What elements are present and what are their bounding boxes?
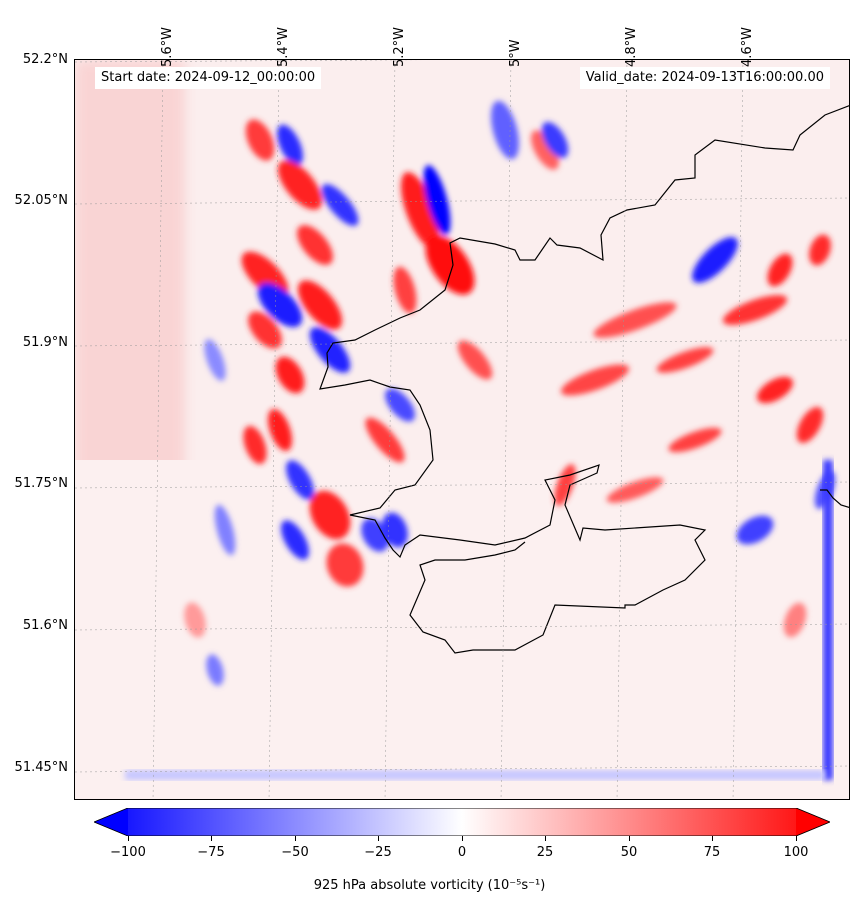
colorbar-tick: −25 (364, 845, 392, 860)
colorbar-tick: 25 (536, 845, 554, 860)
vorticity-streaks (184, 100, 836, 686)
colorbar (94, 808, 830, 836)
colorbar-label: 925 hPa absolute vorticity (10⁻⁵s⁻¹) (313, 878, 546, 893)
colorbar-tick: −100 (110, 845, 146, 860)
lat-label: 51.9°N (22, 335, 68, 350)
vorticity-map (74, 59, 850, 800)
start-date-label: Start date: 2024-09-12_00:00:00 (95, 67, 322, 89)
lon-label: 4.8°W (624, 26, 639, 67)
colorbar-tick: −75 (197, 845, 225, 860)
lat-label: 52.2°N (22, 52, 68, 67)
lon-label: 4.6°W (740, 26, 755, 67)
lon-label: 5.4°W (276, 26, 291, 67)
lon-label: 5.6°W (160, 26, 175, 67)
colorbar-tick: 75 (703, 845, 721, 860)
lon-label: 5.2°W (392, 26, 407, 67)
colorbar-tick: 100 (783, 845, 809, 860)
lon-label: 5°W (508, 39, 523, 67)
lat-label: 51.75°N (14, 476, 68, 491)
colorbar-tick: 0 (457, 845, 467, 860)
vorticity-field (75, 60, 849, 799)
colorbar-tick: 50 (620, 845, 638, 860)
valid-date-label: Valid_date: 2024-09-13T16:00:00.00 (579, 67, 830, 89)
lat-label: 52.05°N (14, 193, 68, 208)
graticule (75, 60, 849, 799)
lat-label: 51.6°N (22, 618, 68, 633)
colorbar-tick: −50 (281, 845, 309, 860)
lat-label: 51.45°N (14, 760, 68, 775)
